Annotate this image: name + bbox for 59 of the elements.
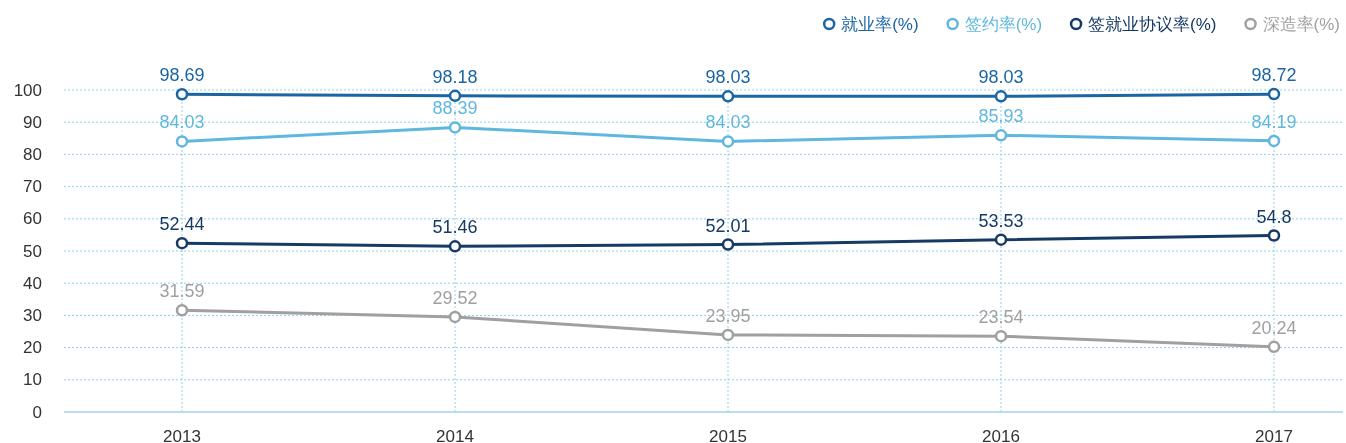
x-tick-label: 2015 [709,426,747,443]
y-tick-label: 100 [13,80,42,100]
data-label: 52.01 [705,215,751,236]
y-tick-label: 20 [23,338,42,358]
legend-label: 深造率(%) [1262,14,1340,34]
point [175,87,189,101]
y-tick-label: 0 [32,402,42,422]
data-label: 23.54 [978,307,1024,328]
point [994,90,1008,103]
data-label: 53.53 [978,210,1024,231]
legend-label: 签约率(%) [964,14,1043,34]
y-tick-label: 70 [23,177,42,197]
y-tick-label: 30 [23,305,42,325]
x-tick-label: 2013 [163,426,201,443]
point [1267,340,1281,354]
point [721,135,735,148]
point [721,238,735,251]
data-label: 31.59 [159,281,205,302]
point [994,329,1008,343]
y-tick-label: 60 [23,209,42,229]
point [175,135,189,148]
point [448,240,462,253]
data-label: 52.44 [159,214,205,235]
data-label: 51.46 [432,217,478,238]
point [175,236,189,250]
y-tick-label: 80 [23,144,42,164]
point [448,121,462,134]
data-label: 23.95 [705,305,751,326]
point [721,328,735,342]
data-label: 20.24 [1251,317,1297,338]
data-label: 54.8 [1256,206,1292,227]
point [994,233,1008,246]
data-label: 98.03 [705,67,751,88]
data-label: 84.03 [159,112,205,133]
x-tick-label: 2017 [1255,426,1293,443]
data-label: 85.93 [978,106,1024,127]
point [994,129,1008,142]
point [721,90,735,103]
data-label: 98.69 [159,65,205,86]
point [1267,134,1281,148]
data-label: 84.19 [1251,111,1297,132]
point [175,304,189,317]
point [1267,229,1281,242]
y-tick-label: 50 [23,241,42,261]
data-label: 84.03 [705,112,751,133]
data-label: 88.39 [432,98,478,119]
data-label: 29.52 [432,287,478,308]
data-label: 98.03 [978,67,1024,88]
legend-label: 就业率(%) [841,14,919,34]
x-tick-label: 2014 [436,426,474,443]
y-tick-label: 40 [23,273,42,293]
data-label: 98.72 [1251,65,1297,86]
point [448,310,462,324]
y-tick-label: 90 [23,112,42,132]
point [1267,87,1281,101]
data-label: 98.18 [432,66,478,87]
y-tick-label: 10 [23,370,42,390]
legend-label: 签就业协议率(%) [1088,14,1217,34]
x-tick-label: 2016 [982,426,1020,443]
